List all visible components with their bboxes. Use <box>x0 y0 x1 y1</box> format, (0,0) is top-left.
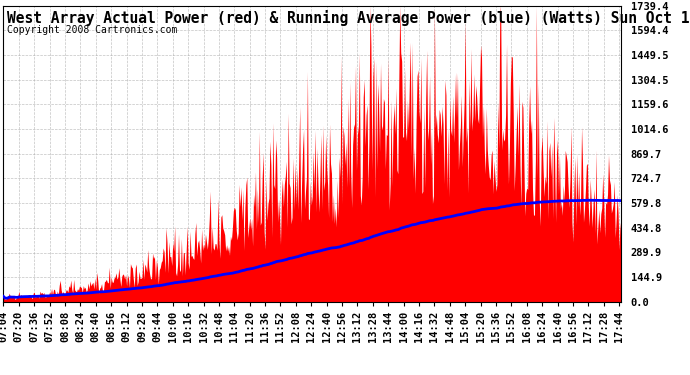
Text: West Array Actual Power (red) & Running Average Power (blue) (Watts) Sun Oct 19 : West Array Actual Power (red) & Running … <box>6 10 690 26</box>
Text: Copyright 2008 Cartronics.com: Copyright 2008 Cartronics.com <box>6 25 177 35</box>
